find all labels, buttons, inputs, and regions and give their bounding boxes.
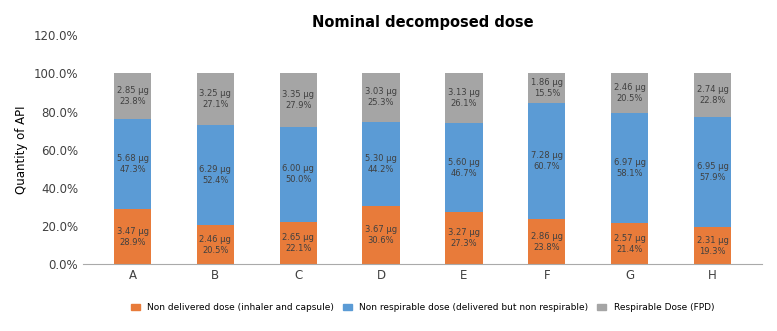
Text: 3.25 μg
27.1%: 3.25 μg 27.1%: [200, 89, 232, 109]
Text: 7.28 μg
60.7%: 7.28 μg 60.7%: [531, 151, 563, 171]
Title: Nominal decomposed dose: Nominal decomposed dose: [312, 15, 533, 30]
Bar: [362, 206, 399, 264]
Text: 3.27 μg
27.3%: 3.27 μg 27.3%: [448, 228, 480, 248]
Bar: [694, 117, 731, 227]
Bar: [197, 225, 234, 264]
Text: 6.29 μg
52.4%: 6.29 μg 52.4%: [200, 165, 232, 185]
Text: 2.46 μg
20.5%: 2.46 μg 20.5%: [200, 235, 232, 255]
Bar: [528, 73, 566, 103]
Text: 5.30 μg
44.2%: 5.30 μg 44.2%: [365, 154, 397, 174]
Bar: [362, 121, 399, 206]
Text: 6.00 μg
50.0%: 6.00 μg 50.0%: [282, 165, 314, 184]
Text: 2.86 μg
23.8%: 2.86 μg 23.8%: [531, 231, 563, 252]
Bar: [445, 73, 483, 123]
Bar: [280, 222, 317, 264]
Text: 2.31 μg
19.3%: 2.31 μg 19.3%: [696, 236, 728, 256]
Bar: [445, 212, 483, 264]
Bar: [114, 209, 152, 264]
Bar: [528, 103, 566, 219]
Bar: [611, 113, 648, 223]
Text: 2.57 μg
21.4%: 2.57 μg 21.4%: [614, 234, 646, 254]
Bar: [114, 119, 152, 209]
Text: 3.03 μg
25.3%: 3.03 μg 25.3%: [365, 87, 397, 108]
Text: 5.68 μg
47.3%: 5.68 μg 47.3%: [117, 154, 148, 174]
Text: 3.47 μg
28.9%: 3.47 μg 28.9%: [117, 227, 148, 247]
Text: 3.13 μg
26.1%: 3.13 μg 26.1%: [448, 88, 480, 108]
Bar: [528, 219, 566, 264]
Text: 2.74 μg
22.8%: 2.74 μg 22.8%: [696, 85, 728, 105]
Text: 2.85 μg
23.8%: 2.85 μg 23.8%: [117, 86, 148, 106]
Bar: [611, 223, 648, 264]
Bar: [694, 73, 731, 117]
Y-axis label: Quantity of API: Quantity of API: [15, 106, 28, 194]
Text: 6.97 μg
58.1%: 6.97 μg 58.1%: [614, 158, 646, 178]
Bar: [362, 73, 399, 121]
Bar: [280, 73, 317, 127]
Text: 3.35 μg
27.9%: 3.35 μg 27.9%: [282, 90, 314, 110]
Bar: [114, 73, 152, 119]
Text: 6.95 μg
57.9%: 6.95 μg 57.9%: [696, 162, 728, 182]
Bar: [197, 73, 234, 125]
Text: 5.60 μg
46.7%: 5.60 μg 46.7%: [448, 158, 480, 178]
Text: 3.67 μg
30.6%: 3.67 μg 30.6%: [365, 225, 397, 245]
Text: 2.46 μg
20.5%: 2.46 μg 20.5%: [614, 83, 646, 103]
Bar: [445, 123, 483, 212]
Legend: Non delivered dose (inhaler and capsule), Non respirable dose (delivered but non: Non delivered dose (inhaler and capsule)…: [131, 303, 714, 312]
Bar: [694, 227, 731, 264]
Bar: [280, 127, 317, 222]
Bar: [197, 125, 234, 225]
Text: 1.86 μg
15.5%: 1.86 μg 15.5%: [531, 78, 563, 98]
Text: 2.65 μg
22.1%: 2.65 μg 22.1%: [282, 233, 314, 253]
Bar: [611, 73, 648, 113]
